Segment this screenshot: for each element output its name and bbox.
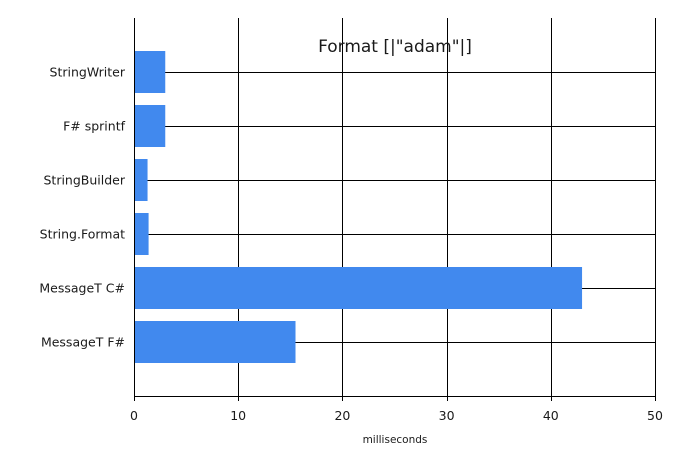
- x-tick-label: 10: [230, 408, 246, 423]
- x-tick-labels: 0 10 20 30 40 50: [130, 396, 663, 423]
- x-tick-label: 30: [439, 408, 455, 423]
- category-labels: StringWriter F# sprintf StringBuilder Strin…: [39, 65, 125, 350]
- category-label: StringWriter: [50, 65, 126, 80]
- category-label: StringBuilder: [43, 173, 125, 188]
- bar-f-sprintf: [134, 105, 166, 147]
- bar-messaget-c-: [134, 267, 583, 309]
- bar-messaget-f-: [134, 321, 296, 363]
- bar-string-format: [134, 213, 149, 255]
- category-label: MessageT F#: [41, 335, 125, 350]
- x-tick-label: 40: [543, 408, 559, 423]
- x-tick-label: 0: [130, 408, 138, 423]
- category-label: F# sprintf: [63, 119, 126, 134]
- bars: [134, 51, 583, 363]
- category-label: MessageT C#: [39, 281, 125, 296]
- chart-title: Format [|"adam"|]: [318, 37, 472, 57]
- x-axis-title: milliseconds: [363, 434, 428, 446]
- x-tick-label: 20: [334, 408, 350, 423]
- category-label: String.Format: [40, 227, 125, 242]
- bar-stringbuilder: [134, 159, 148, 201]
- x-tick-label: 50: [647, 408, 663, 423]
- bar-stringwriter: [134, 51, 166, 93]
